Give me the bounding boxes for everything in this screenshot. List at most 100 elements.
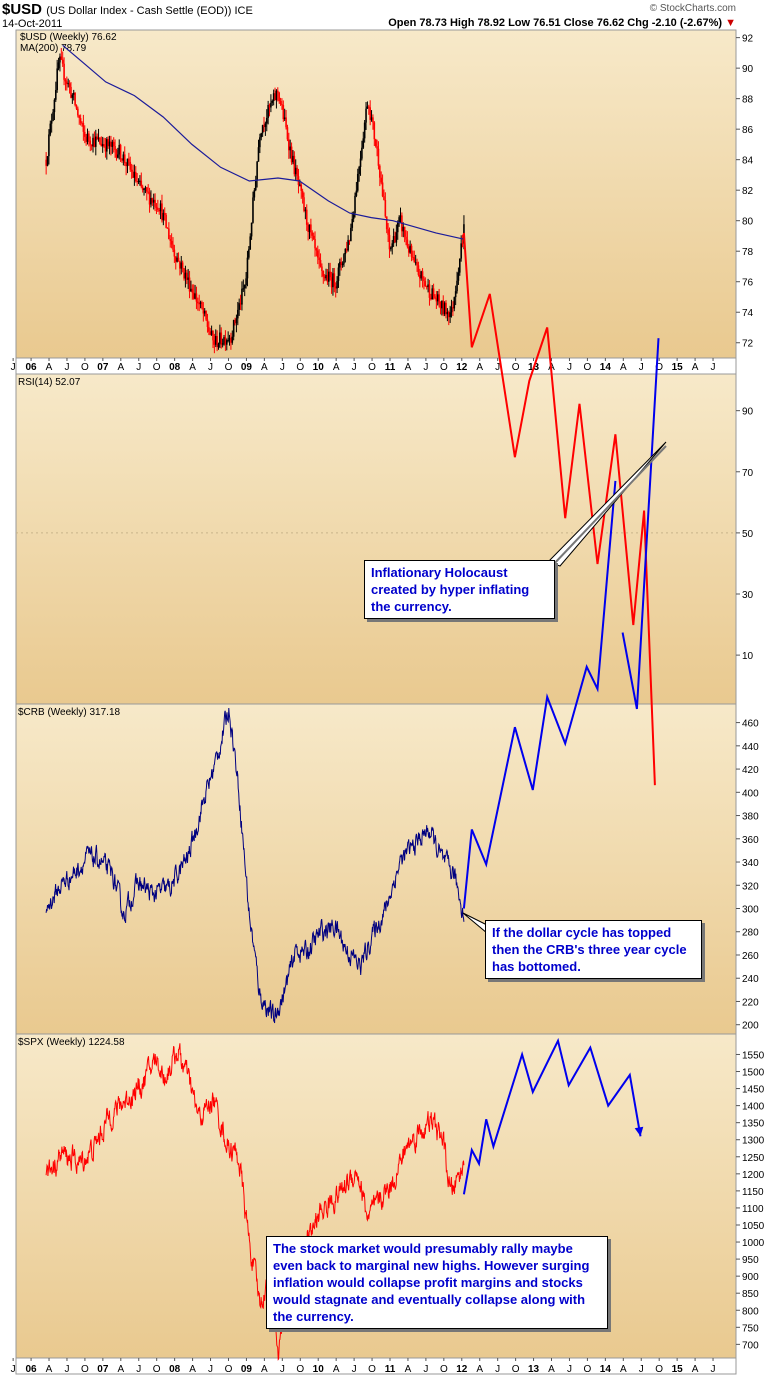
x-tick-label: O <box>153 362 161 373</box>
symbol-name: (US Dollar Index - Cash Settle (EOD)) IC… <box>46 5 253 17</box>
x-tick-label: 15 <box>672 1364 684 1375</box>
x-tick-label: J <box>567 1364 572 1375</box>
x-tick-label: J <box>136 1364 141 1375</box>
usd-candle-body <box>339 261 341 268</box>
usd-candle-body <box>239 303 242 305</box>
usd-candle-body <box>50 120 53 124</box>
y-tick-label-crb: 300 <box>742 905 759 916</box>
usd-candle-body <box>150 198 152 205</box>
usd-candle-body <box>271 100 274 103</box>
usd-candle-body <box>259 137 261 148</box>
x-tick-label: 12 <box>456 362 468 373</box>
x-tick-label: J <box>352 1364 357 1375</box>
y-tick-label-usd: 86 <box>742 125 754 136</box>
usd-candle-body <box>250 222 253 237</box>
usd-candle-body <box>228 337 231 341</box>
usd-candle-body <box>147 191 149 193</box>
usd-candle-body <box>197 301 199 304</box>
usd-candle-body <box>198 303 201 305</box>
usd-candle-body <box>165 214 167 228</box>
usd-candle-body <box>355 190 358 196</box>
usd-candle-body <box>350 227 352 242</box>
x-tick-label: 14 <box>600 362 612 373</box>
x-tick-label: O <box>440 1364 448 1375</box>
usd-candle-body <box>70 86 72 98</box>
x-tick-label: J <box>423 362 428 373</box>
usd-candle-body <box>130 169 133 172</box>
usd-candle-body <box>192 292 195 299</box>
y-tick-label-spx: 950 <box>742 1255 759 1266</box>
usd-candle-body <box>216 336 218 348</box>
x-tick-label: A <box>46 362 53 373</box>
usd-candle-body <box>169 239 172 241</box>
usd-candle-body <box>316 250 319 258</box>
y-tick-label-spx: 1500 <box>742 1068 765 1079</box>
usd-candle-body <box>260 133 263 138</box>
usd-candle-body <box>93 137 96 147</box>
usd-candle-body <box>234 320 236 324</box>
y-tick-label-rsi: 30 <box>742 590 754 601</box>
y-tick-label-crb: 380 <box>742 812 759 823</box>
usd-candle-body <box>370 117 373 120</box>
legend-rsi-0: RSI(14) 52.07 <box>18 377 81 388</box>
y-tick-label-usd: 72 <box>742 339 754 350</box>
x-tick-label: A <box>620 362 627 373</box>
usd-candle-body <box>394 235 396 243</box>
usd-candle-body <box>77 108 79 116</box>
usd-candle-body <box>439 303 442 309</box>
usd-candle-body <box>301 190 304 198</box>
usd-candle-body <box>305 209 308 225</box>
x-tick-label: 10 <box>313 362 325 373</box>
usd-candle-body <box>71 94 74 98</box>
usd-candle-body <box>261 125 264 134</box>
usd-candle-body <box>296 167 298 177</box>
y-tick-label-crb: 220 <box>742 997 759 1008</box>
usd-candle-body <box>74 92 76 106</box>
usd-candle-body <box>63 63 65 80</box>
usd-candle-body <box>276 90 279 93</box>
usd-candle-body <box>312 235 315 240</box>
usd-candle-body <box>163 212 166 215</box>
usd-candle-body <box>92 137 94 147</box>
usd-candle-body <box>123 154 126 163</box>
usd-candle-body <box>345 248 348 251</box>
y-tick-label-spx: 1100 <box>742 1204 764 1215</box>
x-tick-label: A <box>333 362 340 373</box>
usd-candle-body <box>374 139 377 147</box>
x-tick-label: 11 <box>385 362 396 373</box>
x-tick-label: O <box>81 362 89 373</box>
usd-candle-body <box>221 343 224 345</box>
usd-candle-body <box>118 144 121 155</box>
watermark: © StockCharts.com <box>649 3 736 14</box>
usd-candle-body <box>428 284 431 298</box>
usd-candle-body <box>458 258 461 273</box>
usd-candle-body <box>289 146 292 151</box>
usd-candle-body <box>359 158 362 167</box>
usd-candle-body <box>446 311 449 315</box>
usd-candle-body <box>402 226 405 232</box>
usd-candle-body <box>288 139 290 151</box>
usd-candle-body <box>315 248 318 251</box>
usd-candle-body <box>363 122 366 139</box>
x-tick-label: A <box>692 362 699 373</box>
spx-projection-blue <box>462 1037 642 1195</box>
usd-candle-body <box>347 239 349 251</box>
crb-price-line <box>45 707 465 1024</box>
usd-candle-body <box>139 180 141 182</box>
usd-candle-body <box>279 101 282 104</box>
usd-candle-body <box>209 331 212 335</box>
usd-ma200-line <box>62 44 465 240</box>
usd-candle-body <box>194 293 196 299</box>
x-tick-label: J <box>136 362 141 373</box>
usd-candle-body <box>380 177 383 183</box>
usd-candle-body <box>143 188 145 191</box>
usd-candle-body <box>377 148 380 166</box>
usd-candle-body <box>341 263 344 266</box>
y-tick-label-crb: 420 <box>742 765 759 776</box>
usd-candle-body <box>238 303 240 310</box>
usd-candle-body <box>86 133 89 142</box>
usd-candle-body <box>366 106 369 109</box>
x-tick-label: O <box>81 1364 89 1375</box>
usd-candle-body <box>90 144 93 147</box>
y-tick-label-usd: 90 <box>742 64 754 75</box>
